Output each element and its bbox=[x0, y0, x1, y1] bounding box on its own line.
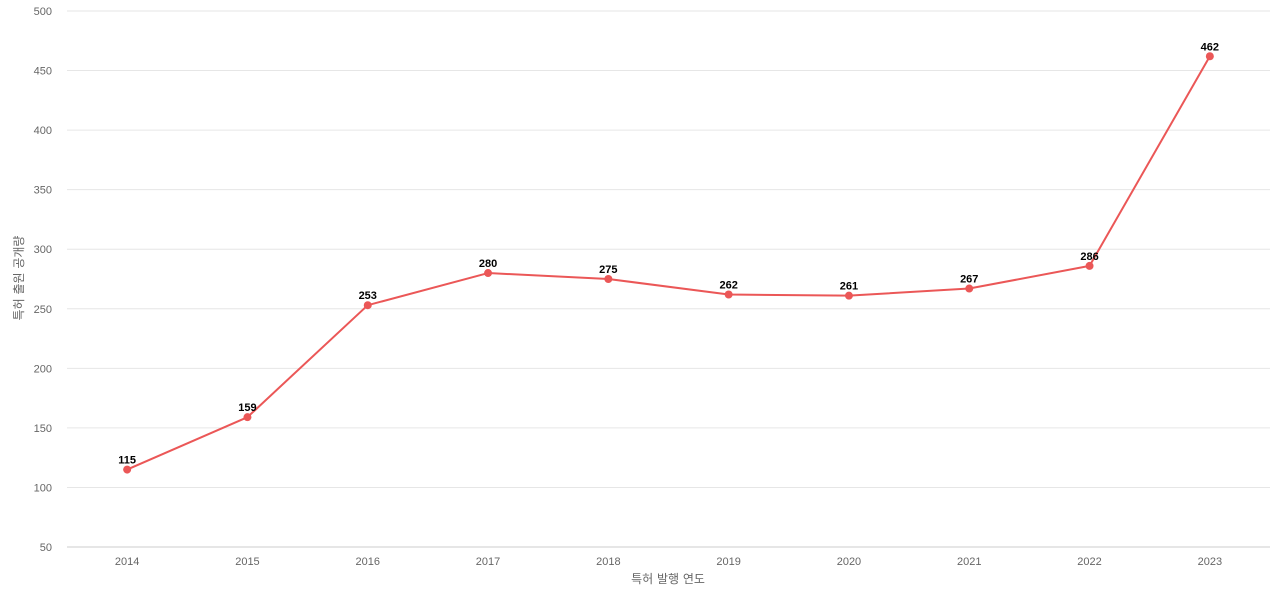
data-point[interactable] bbox=[243, 413, 252, 422]
y-tick-label: 450 bbox=[34, 66, 52, 78]
data-label: 159 bbox=[238, 402, 256, 414]
y-tick-label: 400 bbox=[34, 125, 52, 137]
x-tick-label: 2017 bbox=[476, 556, 500, 568]
data-label: 286 bbox=[1080, 251, 1098, 263]
y-tick-label: 200 bbox=[34, 363, 52, 375]
data-point[interactable] bbox=[604, 275, 613, 283]
data-label-layer: 115 159 253 280 275 262 261 267 286 462 bbox=[118, 41, 1219, 466]
data-label: 275 bbox=[599, 264, 617, 276]
x-axis-title: 특허 발행 연도 bbox=[631, 571, 705, 586]
x-tick-label: 2020 bbox=[837, 556, 861, 568]
data-point[interactable] bbox=[123, 465, 132, 474]
data-label: 262 bbox=[719, 279, 737, 291]
x-tick-label: 2019 bbox=[716, 556, 740, 568]
y-tick-label: 150 bbox=[34, 423, 52, 435]
axis-layer: 50 100 150 200 250 300 350 400 450 500 2014 2015 201… bbox=[34, 6, 1270, 568]
data-point[interactable] bbox=[844, 291, 853, 300]
x-tick-label: 2022 bbox=[1077, 556, 1101, 568]
data-label: 115 bbox=[118, 455, 136, 467]
data-label: 253 bbox=[359, 290, 377, 302]
data-point[interactable] bbox=[965, 284, 974, 293]
grid-layer bbox=[67, 10, 1270, 488]
series-layer bbox=[123, 52, 1214, 474]
y-tick-label: 50 bbox=[40, 542, 52, 554]
data-label: 462 bbox=[1201, 41, 1219, 53]
y-tick-label: 100 bbox=[34, 482, 52, 494]
x-tick-label: 2015 bbox=[235, 556, 259, 568]
data-label: 261 bbox=[840, 281, 858, 293]
series-line bbox=[126, 55, 1211, 471]
y-axis-title: 특허 출원 공개량 bbox=[12, 236, 26, 321]
y-tick-label: 350 bbox=[34, 185, 52, 197]
data-label: 280 bbox=[479, 258, 497, 270]
data-point[interactable] bbox=[363, 301, 372, 310]
x-tick-label: 2014 bbox=[115, 556, 139, 568]
x-tick-label: 2023 bbox=[1198, 556, 1222, 568]
data-point[interactable] bbox=[1205, 52, 1214, 61]
data-point[interactable] bbox=[1085, 261, 1094, 270]
y-tick-label: 500 bbox=[34, 6, 52, 18]
data-point[interactable] bbox=[484, 269, 493, 278]
x-tick-label: 2021 bbox=[957, 556, 981, 568]
y-tick-label: 300 bbox=[34, 244, 52, 256]
data-label: 267 bbox=[960, 274, 978, 286]
x-tick-label: 2018 bbox=[596, 556, 620, 568]
y-tick-label: 250 bbox=[34, 304, 52, 316]
x-tick-label: 2016 bbox=[356, 556, 380, 568]
data-point[interactable] bbox=[724, 290, 733, 299]
